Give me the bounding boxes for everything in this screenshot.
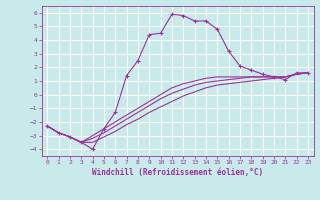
X-axis label: Windchill (Refroidissement éolien,°C): Windchill (Refroidissement éolien,°C) [92,168,263,177]
